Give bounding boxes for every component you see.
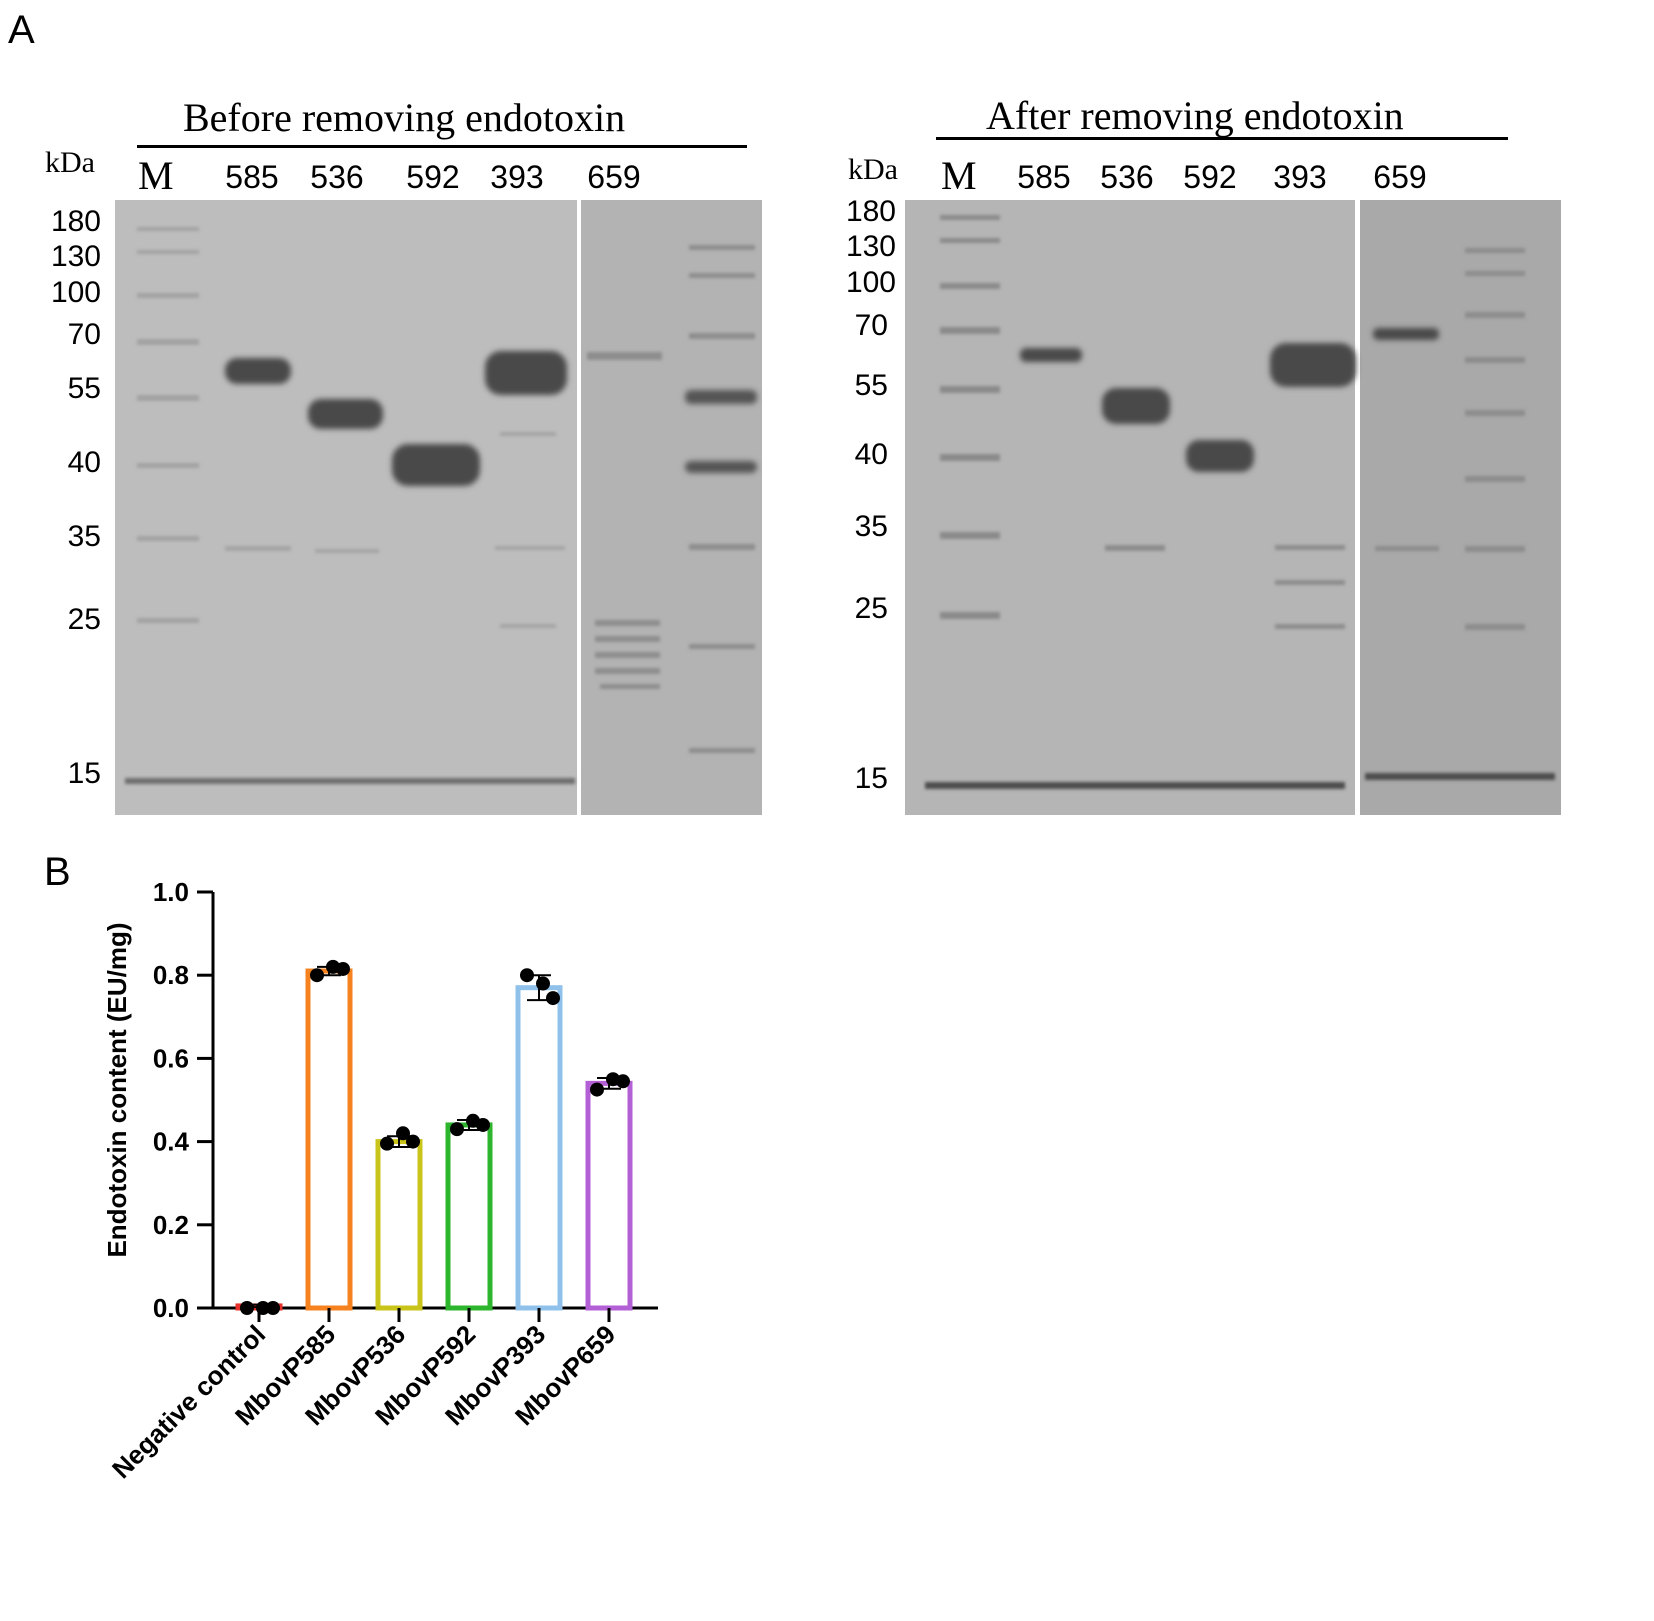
data-point — [520, 968, 534, 983]
bar — [515, 985, 563, 1311]
data-point — [310, 968, 324, 983]
gel-before-marker-label: M — [138, 153, 174, 198]
y-tick-label: 0.8 — [153, 960, 189, 990]
gel-after-title: After removing endotoxin — [986, 93, 1404, 138]
data-point — [536, 976, 550, 991]
gel-before-kda-label: kDa — [45, 146, 95, 179]
y-tick-label: 0.2 — [153, 1210, 189, 1240]
gel-before-mw-25: 25 — [67, 603, 101, 636]
gel-after-mw-35: 35 — [854, 510, 888, 543]
data-point — [380, 1136, 394, 1151]
gel-before-lane-659: 659 — [587, 159, 641, 195]
gel-after-title-rule — [936, 137, 1508, 140]
data-point — [546, 991, 560, 1006]
gel-after-lane-592: 592 — [1183, 159, 1237, 195]
gel-before-title: Before removing endotoxin — [183, 95, 626, 140]
gel-after-mw-25: 25 — [854, 592, 888, 625]
y-tick-label: 0.4 — [153, 1127, 190, 1157]
gel-after-image — [905, 200, 1561, 815]
gel-before-mw-15: 15 — [67, 757, 101, 790]
gel-before-mw-130: 130 — [50, 240, 101, 273]
data-point — [240, 1301, 254, 1315]
data-point — [336, 961, 350, 976]
gel-before-mw-55: 55 — [67, 372, 101, 405]
y-tick-label: 1.0 — [153, 877, 189, 907]
gel-before-lane-536: 536 — [310, 159, 364, 195]
gel-before-lane-592: 592 — [406, 159, 460, 195]
panel-b-label: B — [44, 850, 71, 894]
bar — [375, 1139, 423, 1311]
data-point — [266, 1301, 280, 1315]
chart-ylabel: Endotoxin content (EU/mg) — [102, 922, 132, 1257]
data-point — [450, 1122, 464, 1137]
gel-before-mw-40: 40 — [67, 446, 101, 479]
gel-before-mw-100: 100 — [50, 276, 101, 309]
gel-after-lane-659: 659 — [1373, 159, 1427, 195]
gel-after-mw-55: 55 — [854, 369, 888, 402]
endotoxin-bar-chart: Endotoxin content (EU/mg) 0.0 0.2 0.4 0.6 0.… — [102, 877, 658, 1484]
gel-before-title-rule — [137, 145, 747, 148]
gel-before-lane-393: 393 — [490, 159, 544, 195]
bar — [585, 1080, 633, 1311]
bar — [305, 968, 353, 1311]
gel-after-lane-536: 536 — [1100, 159, 1154, 195]
data-point — [476, 1117, 490, 1132]
gel-before-lane-585: 585 — [225, 159, 279, 195]
gel-after-mw-180: 180 — [845, 195, 896, 228]
data-point — [396, 1126, 410, 1141]
gel-after-mw-40: 40 — [854, 438, 888, 471]
gel-after-mw-100: 100 — [845, 266, 896, 299]
gel-before-mw-180: 180 — [50, 205, 101, 238]
y-tick-label: 0.6 — [153, 1043, 189, 1073]
gel-after-mw-15: 15 — [854, 762, 888, 795]
gel-after-mw-130: 130 — [845, 230, 896, 263]
data-point — [616, 1074, 630, 1089]
bar — [445, 1122, 493, 1311]
gel-after-lane-393: 393 — [1273, 159, 1327, 195]
gel-after-marker-label: M — [941, 153, 977, 198]
y-tick-label: 0.0 — [153, 1293, 189, 1323]
gel-before-image — [115, 200, 762, 815]
gel-before-mw-70: 70 — [67, 318, 101, 351]
gel-before-mw-35: 35 — [67, 520, 101, 553]
panel-a-label: A — [8, 8, 35, 52]
data-point — [590, 1082, 604, 1097]
gel-after-lane-585: 585 — [1017, 159, 1071, 195]
data-point — [406, 1134, 420, 1149]
gel-after-kda-label: kDa — [848, 153, 898, 186]
gel-after-mw-70: 70 — [854, 309, 888, 342]
